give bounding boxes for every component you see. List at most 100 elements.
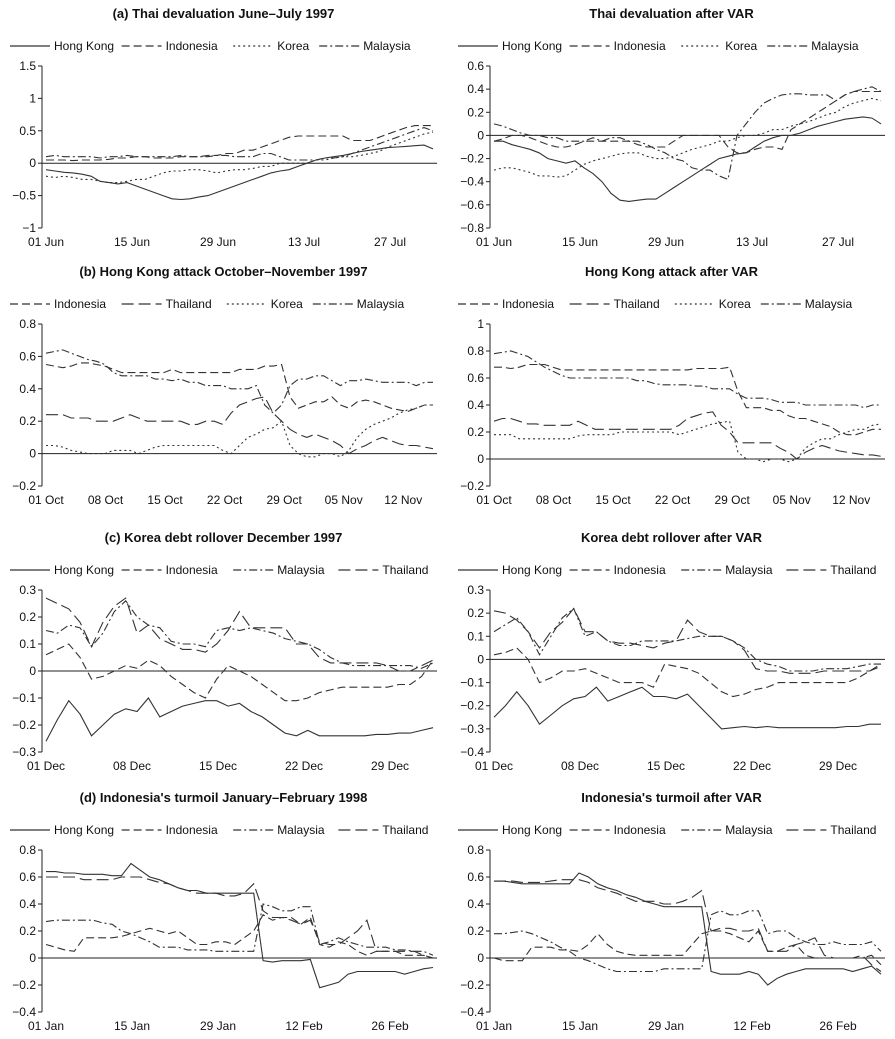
y-tick-label: 0.2 <box>19 414 36 428</box>
series-line-hong-kong <box>46 862 434 989</box>
y-tick-label: 0.5 <box>19 124 36 138</box>
y-tick-label: 0.2 <box>467 606 484 620</box>
x-tick-label: 15 Oct <box>595 493 631 507</box>
x-tick-label: 05 Nov <box>773 493 811 507</box>
series-line-indonesia <box>493 647 882 698</box>
x-tick-label: 01 Jun <box>476 235 512 249</box>
legend-label-indonesia: Indonesia <box>614 563 666 577</box>
y-tick-label: 0.2 <box>19 924 36 938</box>
series-line-korea <box>46 404 433 458</box>
y-tick-label: 0.4 <box>467 897 484 911</box>
y-tick-label: 0.3 <box>467 584 484 597</box>
chart-title: Korea debt rollover after VAR <box>580 530 763 545</box>
x-tick-label: 12 Feb <box>285 1019 323 1033</box>
chart-panel-a: (a) Thai devaluation June–July 1997 Hong… <box>0 0 447 255</box>
x-tick-label: 13 Jul <box>736 235 768 249</box>
x-tick-label: 15 Jan <box>562 1019 598 1033</box>
x-tick-label: 12 Feb <box>733 1019 771 1033</box>
x-tick-label: 15 Dec <box>647 759 685 773</box>
y-tick-label: 0.8 <box>19 844 36 857</box>
line-chart: −0.4 −0.2 0 0.2 0.4 0.6 0.8 01 Jan 15 Jan 29 Jan 1… <box>460 844 885 1033</box>
y-tick-label: 0.6 <box>467 371 484 385</box>
y-tick-label: −0.8 <box>460 221 484 235</box>
series-line-hong-kong <box>494 872 882 986</box>
y-tick-label: −0.4 <box>460 745 484 759</box>
x-tick-label: 29 Jan <box>200 1019 236 1033</box>
y-tick-label: −0.1 <box>460 676 484 690</box>
chart-panel-d: (d) Indonesia's turmoil January–February… <box>0 784 447 1039</box>
y-tick-label: 0.4 <box>467 398 484 412</box>
y-tick-label: 0.2 <box>467 105 484 119</box>
series-line-hong-kong <box>45 144 434 201</box>
series-line-indonesia <box>45 643 434 702</box>
y-tick-label: 0.1 <box>19 637 36 651</box>
y-tick-label: 0 <box>29 447 36 461</box>
x-tick-label: 01 Oct <box>476 493 512 507</box>
x-tick-label: 08 Dec <box>113 759 151 773</box>
series-line-hong-kong <box>45 697 434 742</box>
series-line-malaysia <box>45 127 434 161</box>
series-line-malaysia <box>45 599 434 669</box>
line-chart: −0.4 −0.2 0 0.2 0.4 0.6 0.8 01 Jan 15 Jan 29 Jan 1… <box>12 844 437 1033</box>
y-tick-label: 0.4 <box>19 897 36 911</box>
x-tick-label: 29 Dec <box>371 759 409 773</box>
legend-label-malaysia: Malaysia <box>277 563 325 577</box>
line-chart: −0.2 0 0.2 0.4 0.6 0.8 01 Oct 08 Oct 15 Oct 22 Oc… <box>12 318 437 507</box>
legend-label-indonesia: Indonesia <box>166 563 218 577</box>
y-tick-label: −0.1 <box>12 691 36 705</box>
y-tick-label: −0.4 <box>460 175 484 189</box>
x-tick-label: 29 Dec <box>819 759 857 773</box>
series-line-indonesia <box>46 125 433 162</box>
chart-panel-c: (c) Korea debt rollover December 1997 Ho… <box>0 524 447 779</box>
legend-label-korea: Korea <box>719 297 751 311</box>
series-line-malaysia <box>45 349 433 414</box>
legend-label-malaysia: Malaysia <box>363 39 411 53</box>
x-tick-label: 08 Oct <box>88 493 124 507</box>
legend-label-indonesia: Indonesia <box>166 39 218 53</box>
legend-label-hong-kong: Hong Kong <box>502 823 562 837</box>
chart-title: (d) Indonesia's turmoil January–February… <box>79 790 368 805</box>
y-tick-label: 0.4 <box>19 382 36 396</box>
legend-label-malaysia: Malaysia <box>805 297 853 311</box>
y-tick-label: 0 <box>29 156 36 170</box>
y-tick-label: 0.2 <box>19 610 36 624</box>
x-tick-label: 29 Jun <box>648 235 684 249</box>
y-tick-label: −0.2 <box>460 978 484 992</box>
series-line-thailand <box>493 411 882 460</box>
series-line-indonesia <box>493 90 881 154</box>
series-line-thailand <box>45 597 434 672</box>
y-tick-label: 0.8 <box>19 318 36 331</box>
x-tick-label: 26 Feb <box>371 1019 409 1033</box>
y-tick-label: 1.5 <box>19 60 36 73</box>
chart-title: (b) Hong Kong attack October–November 19… <box>79 264 368 279</box>
y-tick-label: −0.2 <box>460 479 484 493</box>
x-tick-label: 01 Jan <box>28 1019 64 1033</box>
series-line-hong-kong <box>493 686 881 730</box>
y-tick-label: 0.6 <box>19 349 36 363</box>
legend-label-indonesia: Indonesia <box>614 39 666 53</box>
series-line-malaysia <box>493 607 881 672</box>
x-tick-label: 27 Jul <box>822 235 854 249</box>
legend-label-thailand: Thailand <box>830 823 876 837</box>
x-tick-label: 22 Oct <box>207 493 243 507</box>
x-tick-label: 12 Nov <box>832 493 870 507</box>
chart-legend: Indonesia Thailand Korea Malaysia <box>458 297 853 311</box>
legend-label-malaysia: Malaysia <box>725 823 773 837</box>
legend-label-hong-kong: Hong Kong <box>54 563 114 577</box>
series-line-malaysia <box>493 350 881 409</box>
x-tick-label: 29 Oct <box>266 493 302 507</box>
y-tick-label: −0.2 <box>12 718 36 732</box>
series-line-indonesia <box>45 914 434 959</box>
y-tick-label: −0.5 <box>12 189 36 203</box>
x-tick-label: 12 Nov <box>384 493 422 507</box>
legend-label-korea: Korea <box>725 39 757 53</box>
x-tick-label: 01 Oct <box>28 493 64 507</box>
series-line-malaysia <box>493 86 882 181</box>
x-tick-label: 22 Oct <box>655 493 691 507</box>
y-tick-label: 0.4 <box>467 82 484 96</box>
y-tick-label: 1 <box>29 91 36 105</box>
x-tick-label: 01 Dec <box>475 759 513 773</box>
y-tick-label: −0.6 <box>460 198 484 212</box>
x-tick-label: 15 Jun <box>562 235 598 249</box>
line-chart: −0.2 0 0.2 0.4 0.6 0.8 1 01 Oct 08 Oct 15 Oct 22 O… <box>460 318 885 507</box>
